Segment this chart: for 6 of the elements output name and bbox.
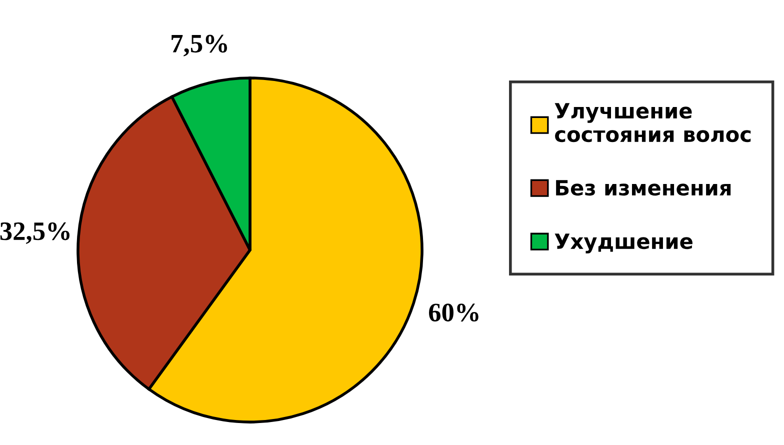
data-label: 7,5% <box>172 34 228 56</box>
legend-label: Улучшение состояния волос <box>554 103 751 142</box>
data-label: 60% <box>428 304 478 322</box>
legend-label: Без изменения <box>556 180 731 196</box>
legend-label: Ухудшение <box>554 234 692 254</box>
data-label: 32,5% <box>0 222 70 244</box>
